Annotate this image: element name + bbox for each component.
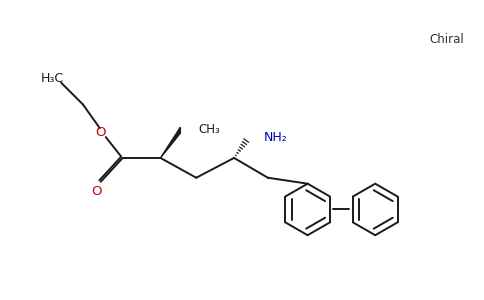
Text: O: O xyxy=(91,185,102,198)
Text: O: O xyxy=(95,126,106,139)
Text: CH₃: CH₃ xyxy=(198,123,220,136)
Text: NH₂: NH₂ xyxy=(264,130,287,144)
Text: Chiral: Chiral xyxy=(429,32,464,46)
Polygon shape xyxy=(161,127,181,158)
Text: H₃C: H₃C xyxy=(41,72,64,85)
